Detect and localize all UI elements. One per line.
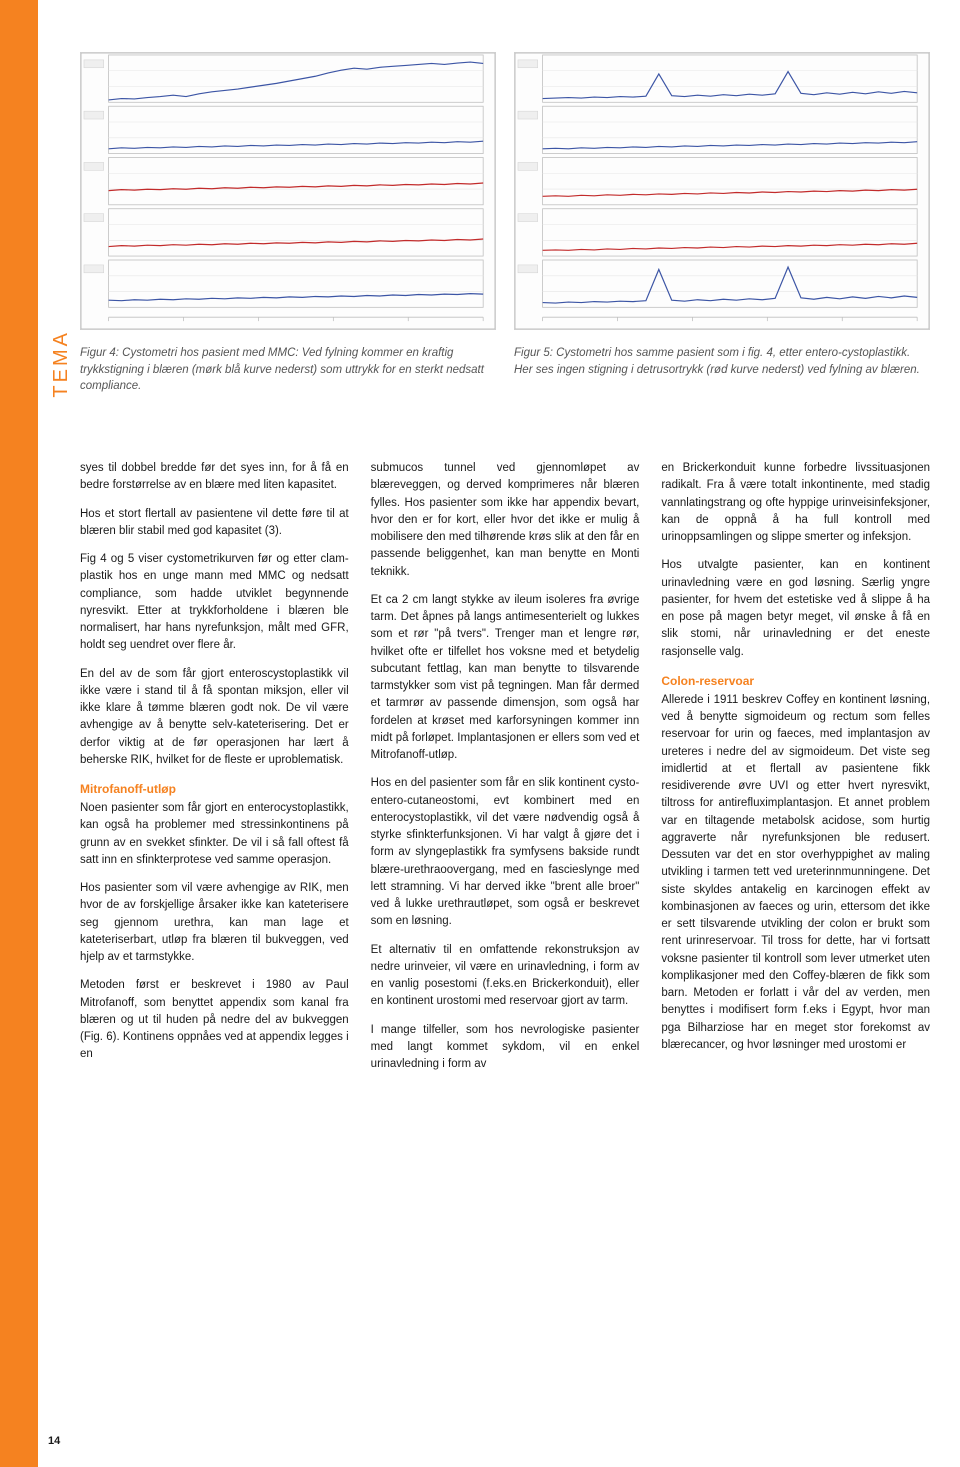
subheading: Mitrofanoff-utløp: [80, 780, 349, 798]
paragraph: Fig 4 og 5 viser cystometrikurven før og…: [80, 551, 349, 655]
paragraph: Hos utvalgte pasienter, kan en kontinent…: [661, 557, 930, 661]
column-2: submucos tunnel ved gjennomløpet av blær…: [371, 460, 640, 1084]
section-label: TEMA: [50, 330, 73, 398]
chart-figure-5: [514, 52, 930, 330]
body-columns: syes til dobbel bredde før det syes inn,…: [80, 460, 930, 1084]
charts-row: [80, 52, 930, 330]
waveform-chart-right: [515, 53, 929, 329]
caption-figure-4: Figur 4: Cystometri hos pasient med MMC:…: [80, 345, 496, 395]
paragraph: En del av de som får gjort enteroscystop…: [80, 666, 349, 770]
chart-figure-4: [80, 52, 496, 330]
paragraph: en Brickerkonduit kunne forbedre livssit…: [661, 460, 930, 546]
paragraph: Hos et stort flertall av pasientene vil …: [80, 506, 349, 541]
column-1: syes til dobbel bredde før det syes inn,…: [80, 460, 349, 1084]
sidebar-accent-bar: [0, 0, 38, 1467]
paragraph: Noen pasienter som får gjort en enterocy…: [80, 800, 349, 869]
paragraph: Hos en del pasienter som får en slik kon…: [371, 775, 640, 930]
captions-row: Figur 4: Cystometri hos pasient med MMC:…: [80, 345, 930, 395]
caption-figure-5: Figur 5: Cystometri hos samme pasient so…: [514, 345, 930, 395]
paragraph: Metoden først er beskrevet i 1980 av Pau…: [80, 977, 349, 1063]
paragraph: Et ca 2 cm langt stykke av ileum isolere…: [371, 592, 640, 765]
waveform-chart-left: [81, 53, 495, 329]
subheading: Colon-reservoar: [661, 672, 930, 690]
paragraph: Et alternativ til en omfattende rekonstr…: [371, 942, 640, 1011]
paragraph: I mange tilfeller, som hos nevrologiske …: [371, 1022, 640, 1074]
page-number: 14: [48, 1435, 60, 1447]
paragraph: submucos tunnel ved gjennomløpet av blær…: [371, 460, 640, 581]
paragraph: syes til dobbel bredde før det syes inn,…: [80, 460, 349, 495]
column-3: en Brickerkonduit kunne forbedre livssit…: [661, 460, 930, 1084]
paragraph: Allerede i 1911 beskrev Coffey en kontin…: [661, 692, 930, 1054]
paragraph: Hos pasienter som vil være avhengige av …: [80, 880, 349, 966]
